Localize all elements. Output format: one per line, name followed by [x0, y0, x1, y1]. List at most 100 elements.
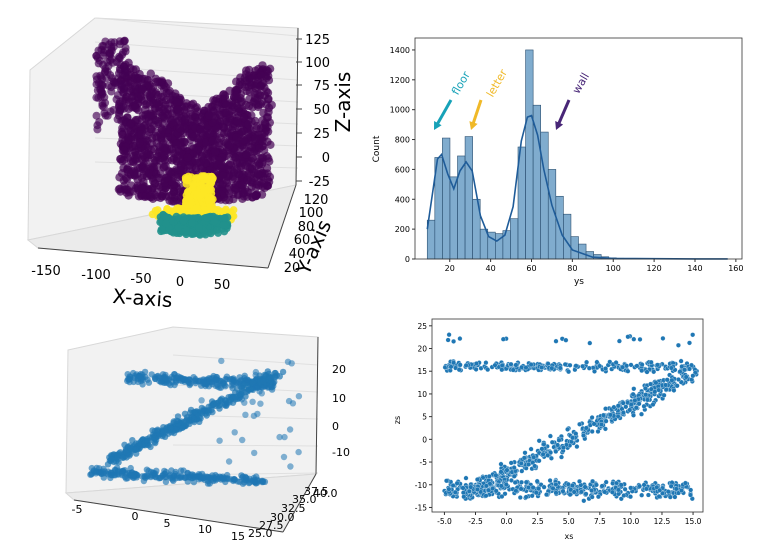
scatter-point [675, 384, 680, 389]
scatter-point [211, 100, 219, 108]
annotation-arrow-shaft [558, 100, 569, 125]
scatter-point [673, 495, 678, 500]
x-tick-label: 60 [526, 264, 536, 273]
scatter-point [162, 220, 170, 228]
z-tick-label: 50 [313, 103, 330, 118]
scatter-point [262, 479, 268, 485]
scatter-point [242, 66, 250, 74]
scatter-point [209, 136, 217, 144]
scatter-point [214, 226, 222, 234]
scatter-point [601, 413, 606, 418]
scatter-point [461, 486, 466, 491]
scatter-point [205, 196, 213, 204]
scatter-point [135, 379, 141, 385]
scatter-point [96, 57, 104, 65]
x-tick-label: -100 [81, 268, 111, 283]
histogram-bar [579, 244, 587, 259]
scatter-point [612, 405, 617, 410]
scatter-point [670, 378, 675, 383]
scatter-point [526, 462, 531, 467]
scatter-point [624, 405, 629, 410]
scatter-point [666, 489, 671, 494]
scatter-point [150, 159, 158, 167]
scatter-point [485, 367, 490, 372]
scatter-point [604, 419, 609, 424]
scatter-point [577, 479, 582, 484]
scatter-point [668, 495, 673, 500]
scatter-point [221, 214, 229, 222]
scatter-point [690, 333, 695, 338]
annotation-arrow-shaft [473, 100, 481, 125]
x-tick-label: 0.0 [501, 517, 513, 526]
scatter-point [207, 230, 215, 238]
scatter-point [584, 492, 589, 497]
scatter-point [619, 483, 624, 488]
scatter-point [205, 112, 213, 120]
scatter-point [462, 494, 467, 499]
scatter-point [687, 341, 692, 346]
scatter-point [251, 450, 257, 456]
y-tick-label: 1200 [390, 76, 410, 85]
scatter-point [548, 478, 553, 483]
x-tick-label: 10.0 [623, 517, 640, 526]
x-tick-label: -2.5 [468, 517, 483, 526]
scatter-point [554, 339, 559, 344]
y-tick-label: 200 [395, 225, 410, 234]
scatter-point [504, 482, 509, 487]
z-tick-label: 0 [322, 151, 330, 166]
scatter-point [655, 363, 660, 368]
y-tick-label: 600 [395, 165, 410, 174]
x-tick-label: 7.5 [594, 517, 606, 526]
scatter-point [555, 443, 560, 448]
y-tick-label: 15 [417, 367, 427, 376]
scatter-point [258, 61, 266, 69]
scatter-point [154, 427, 160, 433]
scatter-point [220, 116, 228, 124]
scatter-point [646, 493, 651, 498]
scatter-point [191, 190, 199, 198]
scatter-point [592, 422, 597, 427]
scatter-point [135, 192, 143, 200]
scatter-point [222, 101, 230, 109]
scatter-point [626, 369, 631, 374]
scatter-point [487, 474, 492, 479]
scatter-point [545, 453, 550, 458]
scatter-point [446, 338, 451, 343]
scatter-point [122, 185, 130, 193]
scatter-point [509, 461, 514, 466]
scatter-point [631, 392, 636, 397]
scatter-point [499, 462, 504, 467]
scatter-point [150, 121, 158, 129]
scatter-point [256, 154, 264, 162]
scatter-point [575, 444, 580, 449]
scatter-point [653, 390, 658, 395]
scatter-point [94, 465, 100, 471]
y-tick-label: 1400 [390, 46, 410, 55]
z-tick-label: 20 [332, 363, 346, 376]
scatter-point [111, 38, 119, 46]
scatter-point [170, 478, 176, 484]
scatter-point [242, 412, 248, 418]
y-tick-label: 20 [417, 345, 427, 354]
scatter-point [457, 367, 462, 372]
scatter-point [220, 221, 228, 229]
scatter-point [251, 135, 259, 143]
scatter-point [254, 477, 260, 483]
x-axis-label: X-axis [112, 284, 174, 310]
scatter-point [648, 382, 653, 387]
scatter-point [645, 370, 650, 375]
y-tick-label: 120 [304, 193, 329, 208]
histogram-bar [563, 214, 571, 259]
scatter-point [688, 493, 693, 498]
scatter-point [100, 103, 108, 111]
scatter-point [564, 338, 569, 343]
scatter-point [642, 404, 647, 409]
scatter-point [451, 360, 456, 365]
scatter-point [474, 361, 479, 366]
scatter-point [565, 427, 570, 432]
scatter-point [590, 415, 595, 420]
scatter-point [530, 494, 535, 499]
histogram-bar [526, 50, 534, 259]
scatter-point [687, 367, 692, 372]
